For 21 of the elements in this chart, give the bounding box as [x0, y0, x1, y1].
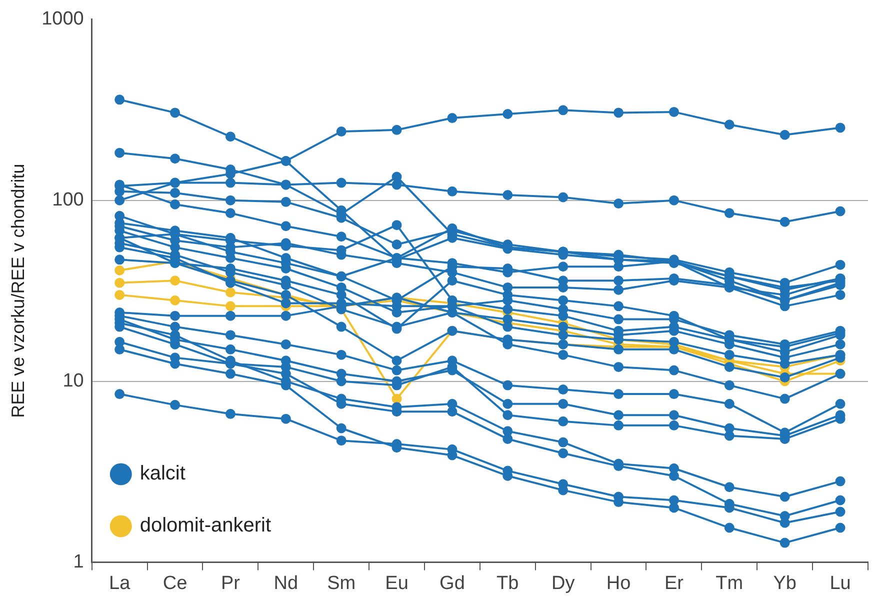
x-tick-label: Lu: [830, 572, 851, 594]
x-tick-label: Pr: [220, 572, 241, 594]
y-tick-label: 1000: [42, 8, 84, 30]
x-tick-label: Ho: [606, 572, 631, 594]
x-tick-label: La: [109, 572, 131, 594]
y-tick-label: 10: [62, 370, 84, 392]
x-tick-label: Nd: [274, 572, 298, 594]
x-tick-label: Eu: [385, 572, 408, 594]
x-tick-label: Ce: [162, 572, 188, 594]
x-tick-label: Gd: [440, 572, 465, 594]
y-tick-label: 1: [73, 551, 84, 572]
x-tick-label: Yb: [773, 572, 796, 594]
y-tick-label: 100: [52, 190, 84, 211]
legend-label: dolomit-ankerit: [140, 514, 272, 537]
x-tick-label: Sm: [327, 572, 356, 594]
x-tick-label: Tm: [716, 572, 744, 594]
x-tick-label: Tb: [496, 572, 519, 594]
y-axis-title: REE ve vzorku/REE v chondritu: [8, 164, 28, 418]
legend-label: kalcit: [140, 462, 186, 485]
x-tick-label: Er: [664, 572, 684, 594]
x-tick-label: Dy: [551, 572, 576, 594]
